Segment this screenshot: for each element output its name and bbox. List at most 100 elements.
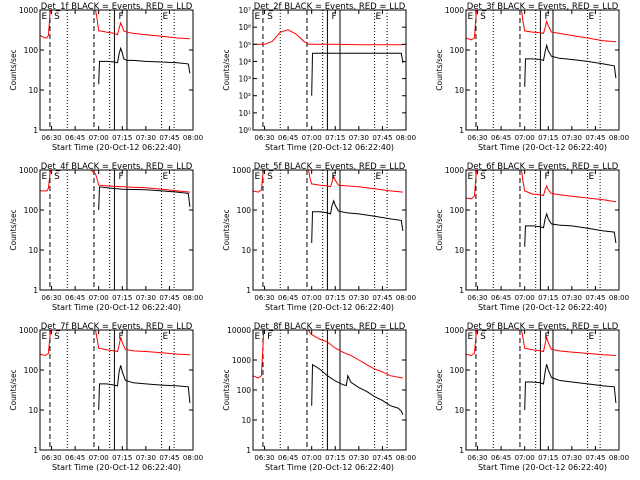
y-tick-label: 10 — [241, 246, 251, 255]
plot-frame — [465, 9, 620, 131]
phase-marker-label: E — [589, 172, 595, 182]
phase-marker-label: E — [468, 172, 474, 182]
y-tick-label: 10¹ — [238, 109, 251, 118]
y-tick-label: 100 — [24, 206, 39, 215]
y-axis-label: Counts/sec — [435, 49, 444, 90]
y-tick-label: 10000 — [227, 326, 251, 335]
x-tick-label: 07:45 — [159, 454, 179, 462]
panel-title: Det_4f BLACK = Events, RED = LLD — [41, 162, 193, 172]
x-tick-label: 07:00 — [515, 134, 535, 142]
y-tick-label: 100 — [237, 206, 252, 215]
y-tick-label: 1000 — [232, 166, 251, 175]
phase-marker-label: E — [255, 332, 261, 342]
phase-marker-label: E — [376, 172, 382, 182]
phase-marker-label: E — [376, 12, 382, 22]
panel-title: Det_5f BLACK = Events, RED = LLD — [254, 162, 406, 172]
panel-title: Det_2f BLACK = Events, RED = LLD — [254, 2, 406, 12]
phase-marker-label: E — [589, 332, 595, 342]
y-tick-label: 100 — [450, 206, 465, 215]
phase-marker-label: F — [119, 12, 124, 22]
x-axis-label: Start Time (20-Oct-12 06:22:40) — [478, 303, 607, 312]
x-tick-label: 08:00 — [609, 454, 629, 462]
lld-series-line — [40, 330, 190, 357]
x-tick-label: 07:30 — [562, 454, 582, 462]
panel-det-2: Det_2f BLACK = Events, RED = LLD 10⁰ 10¹ 10… — [222, 2, 416, 152]
phase-marker-label: S — [267, 172, 273, 182]
phase-marker-label: E — [42, 172, 48, 182]
phase-marker-label: E — [163, 332, 169, 342]
events-series-line — [311, 199, 404, 244]
phase-marker-label: F — [332, 172, 337, 182]
y-tick-label: 100 — [450, 46, 465, 55]
x-tick-label: 07:00 — [89, 134, 109, 142]
plot-frame — [252, 9, 407, 131]
x-tick-label: 08:00 — [609, 294, 629, 302]
phase-marker-label: F — [119, 172, 124, 182]
x-axis-label: Start Time (20-Oct-12 06:22:40) — [52, 143, 181, 152]
y-tick-label: 10 — [28, 406, 38, 415]
phase-marker-label: E — [255, 172, 261, 182]
x-axis-label: Start Time (20-Oct-12 06:22:40) — [52, 303, 181, 312]
y-tick-label: 1000 — [445, 166, 464, 175]
panel-det-7: Det_7f BLACK = Events, RED = LLD 1 10 100 10… — [9, 322, 203, 472]
phase-marker-label: F — [267, 332, 272, 342]
x-tick-label: 07:45 — [585, 294, 605, 302]
y-tick-label: 1 — [459, 446, 464, 455]
x-tick-label: 07:15 — [325, 134, 345, 142]
x-tick-label: 06:45 — [278, 454, 298, 462]
x-tick-label: 07:00 — [89, 454, 109, 462]
phase-marker-label: E — [468, 332, 474, 342]
panel-title: Det_3f BLACK = Events, RED = LLD — [467, 2, 619, 12]
x-tick-label: 06:30 — [41, 134, 61, 142]
panel-title: Det_7f BLACK = Events, RED = LLD — [41, 322, 193, 332]
phase-marker-label: E — [163, 12, 169, 22]
x-tick-label: 07:45 — [585, 134, 605, 142]
x-tick-label: 06:45 — [65, 134, 85, 142]
x-tick-label: 07:15 — [112, 294, 132, 302]
x-tick-label: 07:00 — [89, 294, 109, 302]
x-tick-label: 08:00 — [396, 294, 416, 302]
x-tick-label: 07:00 — [302, 294, 322, 302]
x-tick-label: 06:30 — [467, 454, 487, 462]
phase-marker-label: F — [545, 12, 550, 22]
x-tick-label: 07:45 — [372, 294, 392, 302]
x-tick-label: 06:45 — [278, 294, 298, 302]
y-tick-label: 1 — [246, 286, 251, 295]
y-axis-label: Counts/sec — [9, 49, 18, 90]
panel-det-4: Det_4f BLACK = Events, RED = LLD 1 10 100 10… — [9, 162, 203, 312]
y-tick-label: 10⁶ — [238, 23, 251, 32]
x-tick-label: 08:00 — [396, 134, 416, 142]
x-tick-label: 07:15 — [538, 454, 558, 462]
phase-marker-label: E — [163, 172, 169, 182]
panel-title: Det_9f BLACK = Events, RED = LLD — [467, 322, 619, 332]
x-tick-label: 07:45 — [159, 134, 179, 142]
y-tick-label: 10 — [454, 406, 464, 415]
phase-marker-label: S — [54, 332, 60, 342]
x-tick-label: 08:00 — [609, 134, 629, 142]
x-tick-label: 07:30 — [562, 294, 582, 302]
x-tick-label: 07:15 — [325, 294, 345, 302]
events-series-line — [524, 43, 617, 87]
x-tick-label: 08:00 — [396, 454, 416, 462]
x-tick-label: 06:30 — [467, 294, 487, 302]
x-tick-label: 08:00 — [183, 294, 203, 302]
lld-series-line — [253, 29, 403, 46]
x-tick-label: 07:30 — [136, 294, 156, 302]
x-tick-label: 06:30 — [41, 454, 61, 462]
y-tick-label: 100 — [24, 46, 39, 55]
x-axis-label: Start Time (20-Oct-12 06:22:40) — [478, 143, 607, 152]
x-tick-label: 07:45 — [585, 454, 605, 462]
events-series-line — [98, 46, 191, 85]
y-axis-label: Counts/sec — [9, 369, 18, 410]
phase-marker-label: F — [332, 12, 337, 22]
x-tick-label: 07:45 — [372, 454, 392, 462]
x-tick-label: 07:30 — [349, 454, 369, 462]
x-tick-label: 06:45 — [65, 454, 85, 462]
y-tick-label: 10⁴ — [238, 57, 251, 66]
y-tick-label: 10 — [454, 246, 464, 255]
x-axis-label: Start Time (20-Oct-12 06:22:40) — [265, 303, 394, 312]
y-tick-label: 10 — [241, 416, 251, 425]
y-tick-label: 1000 — [19, 6, 38, 15]
y-tick-label: 1 — [33, 446, 38, 455]
events-series-line — [98, 186, 191, 211]
